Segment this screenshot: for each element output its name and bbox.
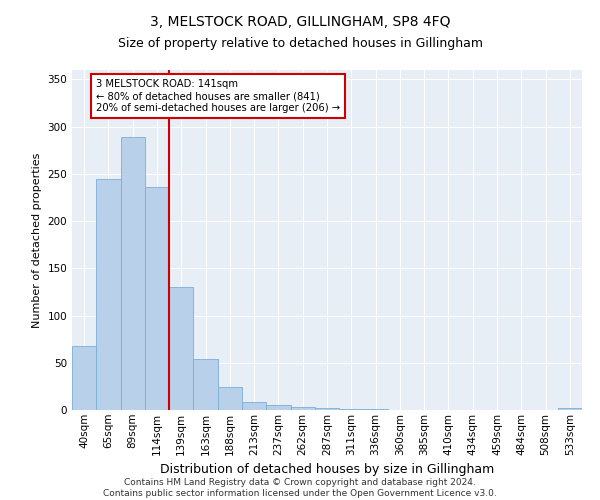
Bar [242, 402, 266, 410]
Bar [218, 388, 242, 410]
Bar [339, 409, 364, 410]
Bar [121, 137, 145, 410]
Bar [315, 408, 339, 410]
Bar [364, 409, 388, 410]
Bar [290, 407, 315, 410]
X-axis label: Distribution of detached houses by size in Gillingham: Distribution of detached houses by size … [160, 463, 494, 476]
Y-axis label: Number of detached properties: Number of detached properties [32, 152, 42, 328]
Text: 3, MELSTOCK ROAD, GILLINGHAM, SP8 4FQ: 3, MELSTOCK ROAD, GILLINGHAM, SP8 4FQ [150, 15, 450, 29]
Bar [169, 287, 193, 410]
Bar [558, 408, 582, 410]
Bar [145, 187, 169, 410]
Bar [266, 406, 290, 410]
Text: 3 MELSTOCK ROAD: 141sqm
← 80% of detached houses are smaller (841)
20% of semi-d: 3 MELSTOCK ROAD: 141sqm ← 80% of detache… [96, 80, 340, 112]
Text: Size of property relative to detached houses in Gillingham: Size of property relative to detached ho… [118, 38, 482, 51]
Bar [96, 178, 121, 410]
Bar [193, 359, 218, 410]
Text: Contains HM Land Registry data © Crown copyright and database right 2024.
Contai: Contains HM Land Registry data © Crown c… [103, 478, 497, 498]
Bar [72, 346, 96, 410]
